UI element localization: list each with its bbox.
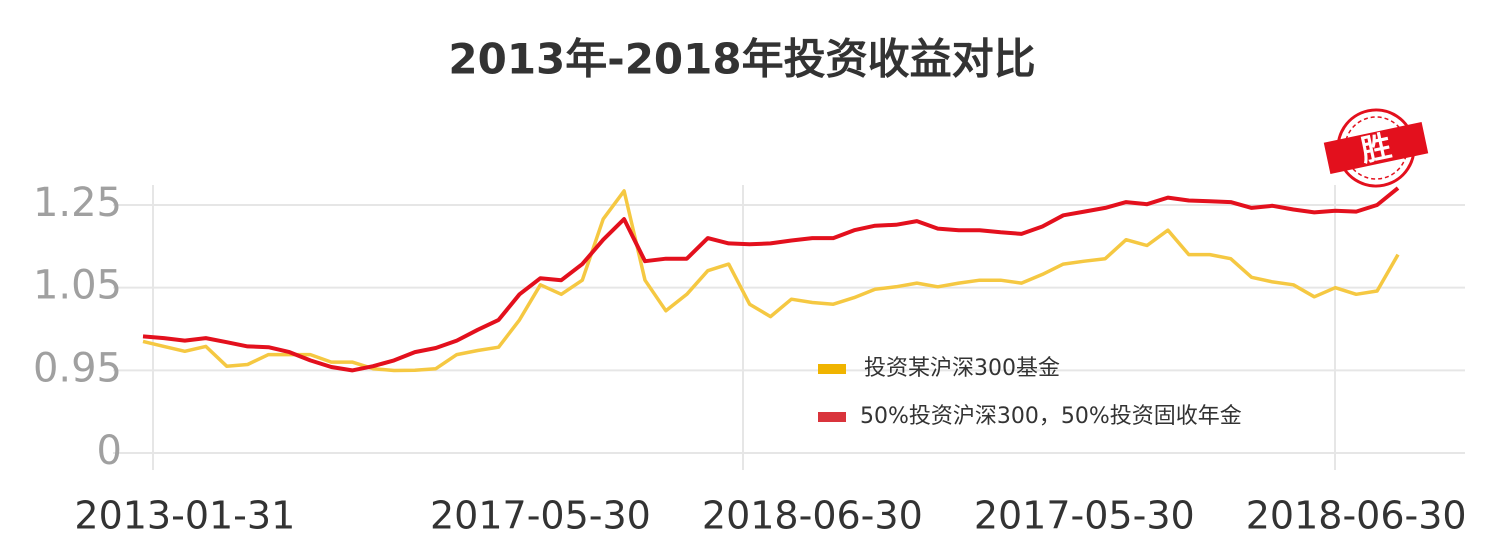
y-tick-label: 0.95 — [33, 345, 122, 391]
badge-text: 胜 — [1358, 129, 1395, 169]
badge: 胜 — [1323, 108, 1429, 188]
chart-title: 2013年-2018年投资收益对比 — [448, 35, 1035, 84]
x-tick-label: 2018-06-30 — [1246, 494, 1467, 538]
y-tick-label: 1.05 — [33, 263, 122, 309]
legend-swatch — [818, 364, 846, 374]
x-tick-label: 2018-06-30 — [702, 494, 923, 538]
y-tick-label: 1.25 — [33, 180, 122, 226]
legend-label: 投资某沪深300基金 — [864, 356, 1060, 381]
legend-label: 50%投资沪深300，50%投资固收年金 — [860, 404, 1242, 429]
x-tick-label: 2017-05-30 — [974, 494, 1195, 538]
series-line — [142, 186, 1400, 373]
y-tick-label: 0 — [97, 428, 122, 474]
x-tick-label: 2017-05-30 — [430, 494, 651, 538]
badge-band — [1323, 121, 1429, 175]
series-line — [142, 189, 1400, 373]
legend-swatch — [818, 412, 846, 422]
x-tick-label: 2013-01-31 — [74, 494, 295, 538]
